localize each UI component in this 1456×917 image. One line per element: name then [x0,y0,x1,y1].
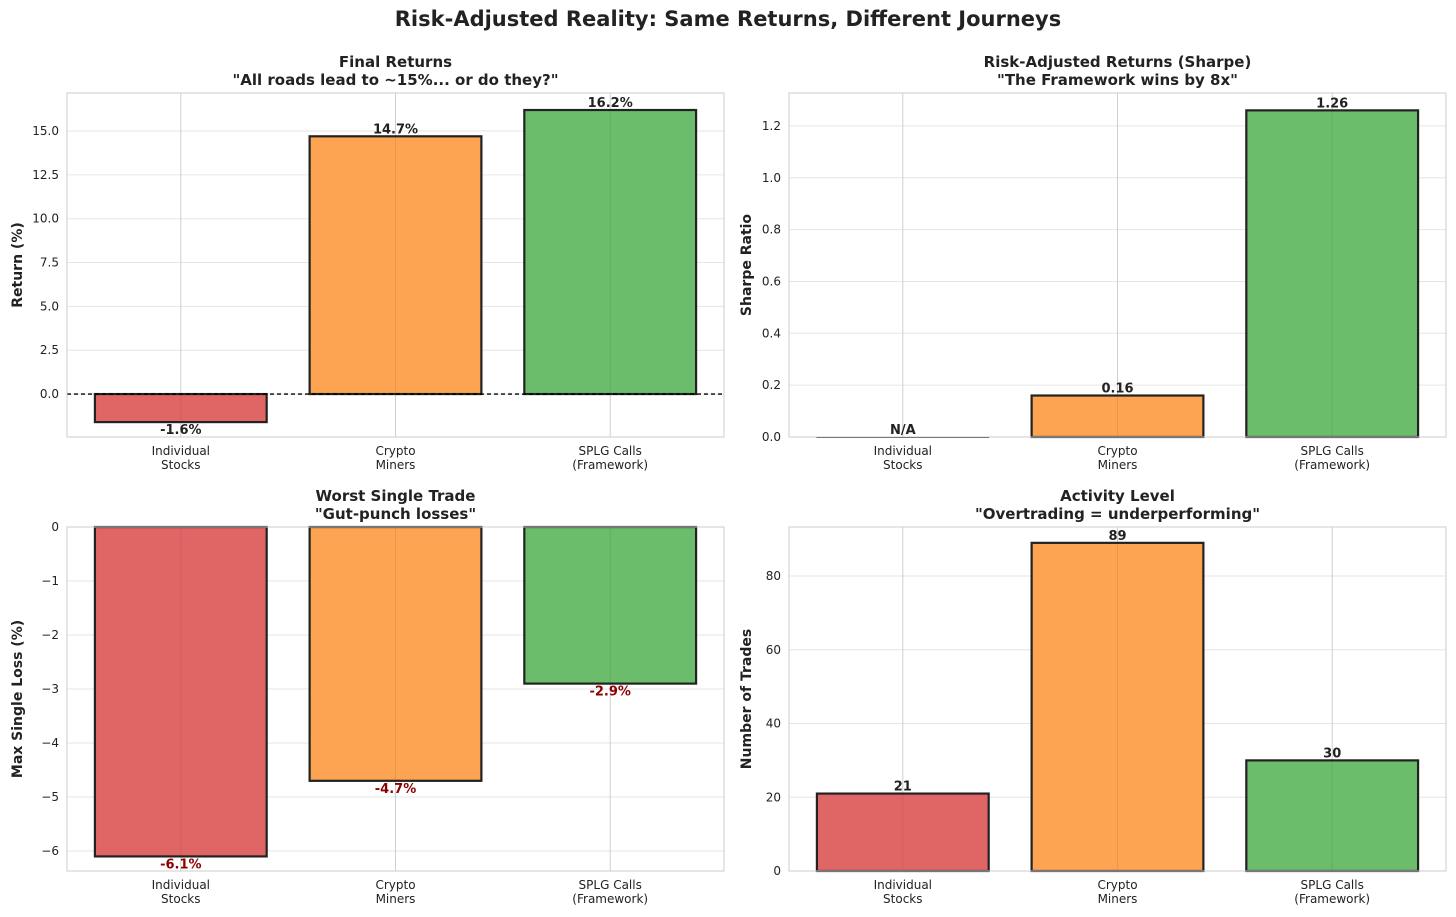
y-tick-label: 0.8 [762,223,781,237]
y-tick-label: 7.5 [40,256,59,270]
y-tick-label: −4 [41,736,59,750]
y-axis-label: Max Single Loss (%) [10,620,26,778]
bar [93,525,268,858]
y-tick-label: −6 [41,844,59,858]
subplot-title: Activity Level [1060,487,1175,505]
x-tick-label: Individual Stocks [152,878,210,906]
value-label: 0.16 [1101,382,1133,397]
y-tick-label: 60 [766,643,781,657]
figure-title: Risk-Adjusted Reality: Same Returns, Dif… [395,7,1061,31]
bar [1245,109,1420,439]
value-label: -6.1% [160,857,201,872]
y-tick-label: −2 [41,628,59,642]
subplot-1: Final Returns"All roads lead to ~15%... … [10,53,725,472]
x-tick-label: Individual Stocks [152,444,210,472]
y-tick-label: −1 [41,574,59,588]
axes-frame [66,526,725,872]
x-tick-label: SPLG Calls (Framework) [572,444,648,472]
y-tick-label: 20 [766,790,781,804]
bar [523,108,698,396]
y-tick-label: −3 [41,682,59,696]
value-label: 16.2% [588,96,633,111]
x-tick-label: SPLG Calls (Framework) [1294,444,1370,472]
y-tick-label: 15.0 [32,124,59,138]
y-axis-label: Number of Trades [739,629,755,769]
bar [308,525,483,782]
axes-frame [788,92,1447,438]
y-tick-label: 0.0 [762,430,781,444]
value-label: 1.26 [1316,96,1348,111]
x-tick-label: Crypto Miners [375,878,415,906]
y-tick-label: −5 [41,790,59,804]
subplot-3: Worst Single Trade"Gut-punch losses" −6 −5… [10,487,725,906]
y-tick-label: 10.0 [32,212,59,226]
value-label: 14.7% [373,122,418,137]
y-tick-label: 80 [766,569,781,583]
x-tick-label: Crypto Miners [1097,878,1137,906]
value-label: -1.6% [160,423,201,438]
value-label: -4.7% [375,782,416,797]
y-axis-label: Sharpe Ratio [739,214,755,317]
axes-frame [788,526,1447,872]
x-tick-label: Individual Stocks [874,444,932,472]
y-tick-label: 0.0 [40,387,59,401]
y-tick-label: 0.6 [762,274,781,288]
value-label: 30 [1323,746,1341,761]
bar [1245,759,1420,873]
y-tick-label: 40 [766,717,781,731]
bar [1030,541,1205,873]
subplot-title: Worst Single Trade [316,487,476,505]
subplot-subtitle: "Overtrading = underperforming" [975,505,1260,523]
subplot-title: Risk-Adjusted Returns (Sharpe) [984,53,1252,71]
x-tick-label: Crypto Miners [375,444,415,472]
subplot-title: Final Returns [339,53,452,71]
subplot-subtitle: "Gut-punch losses" [315,505,476,523]
x-tick-label: SPLG Calls (Framework) [1294,878,1370,906]
subplot-4: Activity Level"Overtrading = underperfor… [739,487,1447,906]
y-tick-label: 0 [51,520,59,534]
value-label: N/A [890,423,916,438]
value-label: -2.9% [589,685,630,700]
y-tick-label: 1.0 [762,171,781,185]
subplot-subtitle: "The Framework wins by 8x" [997,71,1238,89]
x-tick-label: Individual Stocks [874,878,932,906]
y-tick-label: 1.2 [762,119,781,133]
y-tick-label: 0.4 [762,326,781,340]
y-tick-label: 12.5 [32,168,59,182]
value-label: 89 [1108,529,1126,544]
y-tick-label: 0.2 [762,378,781,392]
x-tick-label: Crypto Miners [1097,444,1137,472]
y-tick-label: 2.5 [40,343,59,357]
value-label: 21 [894,780,912,795]
x-tick-label: SPLG Calls (Framework) [572,878,648,906]
y-axis-label: Return (%) [10,222,26,308]
y-tick-label: 5.0 [40,299,59,313]
subplot-subtitle: "All roads lead to ~15%... or do they?" [232,71,558,89]
subplot-2: Risk-Adjusted Returns (Sharpe)"The Frame… [739,53,1447,472]
axes-frame [66,92,725,438]
y-tick-label: 0 [773,864,781,878]
bar [308,135,483,396]
